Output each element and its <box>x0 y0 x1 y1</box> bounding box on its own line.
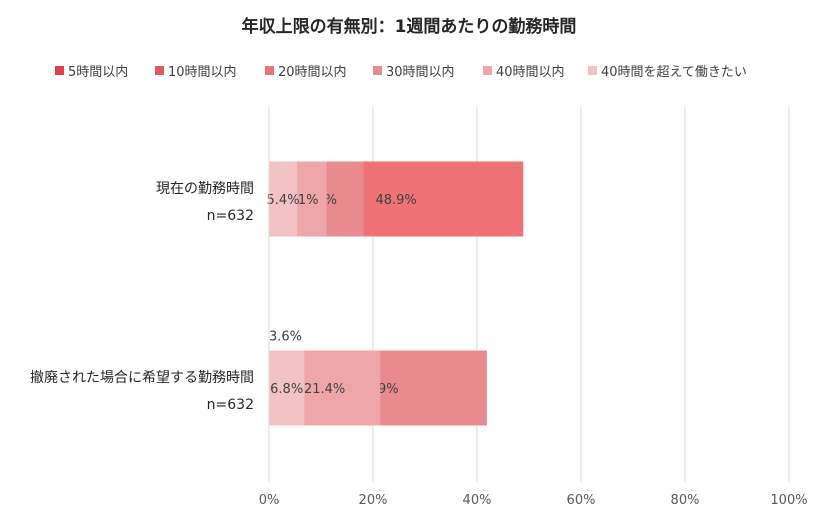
legend-label: 30時間以内 <box>386 65 455 80</box>
legend-label: 10時間以内 <box>168 65 237 80</box>
legend-swatch <box>373 66 382 75</box>
legend-item: 30時間以内 <box>373 61 455 80</box>
x-tick-label: 80% <box>671 493 700 508</box>
x-tick-label: 60% <box>567 493 596 508</box>
category-n-label: n=632 <box>206 397 254 413</box>
legend-item: 20時間以内 <box>265 61 347 80</box>
legend-item: 40時間を超えて働きたい <box>588 61 747 80</box>
legend-swatch <box>55 66 64 75</box>
legend-item: 40時間以内 <box>483 61 565 80</box>
data-label: 6.8% <box>270 382 303 397</box>
data-label: 48.9% <box>375 193 416 208</box>
legend-label: 5時間以内 <box>68 65 129 80</box>
category-n-label: n=632 <box>206 208 254 224</box>
legend-item: 5時間以内 <box>55 61 128 80</box>
legend-swatch <box>483 66 492 75</box>
data-label: 5.4% <box>267 193 300 208</box>
legend-swatch <box>265 66 274 75</box>
x-tick-label: 40% <box>463 493 492 508</box>
data-label: 21.4% <box>304 382 345 397</box>
legend-label: 40時間を超えて働きたい <box>601 65 747 80</box>
legend: 5時間以内 10時間以内 20時間以内 30時間以内 40時間以内 40時間を超えて働きた… <box>0 61 818 81</box>
category-label: 現在の勤務時間 <box>156 181 254 197</box>
bar-segment <box>269 161 298 237</box>
x-tick-label: 0% <box>259 493 280 508</box>
bar-segment <box>269 350 305 426</box>
legend-swatch <box>588 66 597 75</box>
data-label: 3.6% <box>269 330 302 345</box>
chart-title: 年収上限の有無別：1週間あたりの勤務時間 <box>241 17 577 37</box>
legend-item: 10時間以内 <box>155 61 237 80</box>
legend-label: 20時間以内 <box>278 65 347 80</box>
category-label: 撤廃された場合に希望する勤務時間 <box>30 370 254 386</box>
x-tick-label: 100% <box>770 493 807 508</box>
legend-label: 40時間以内 <box>496 65 565 80</box>
x-tick-label: 20% <box>359 493 388 508</box>
legend-swatch <box>155 66 164 75</box>
